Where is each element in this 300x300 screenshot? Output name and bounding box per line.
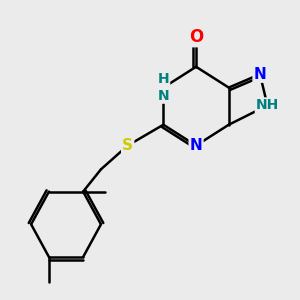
Text: O: O (189, 28, 203, 46)
Text: N: N (190, 138, 202, 153)
Text: NH: NH (256, 98, 279, 112)
Text: N: N (254, 67, 266, 82)
Text: S: S (122, 138, 133, 153)
Text: H
N: H N (158, 73, 169, 103)
